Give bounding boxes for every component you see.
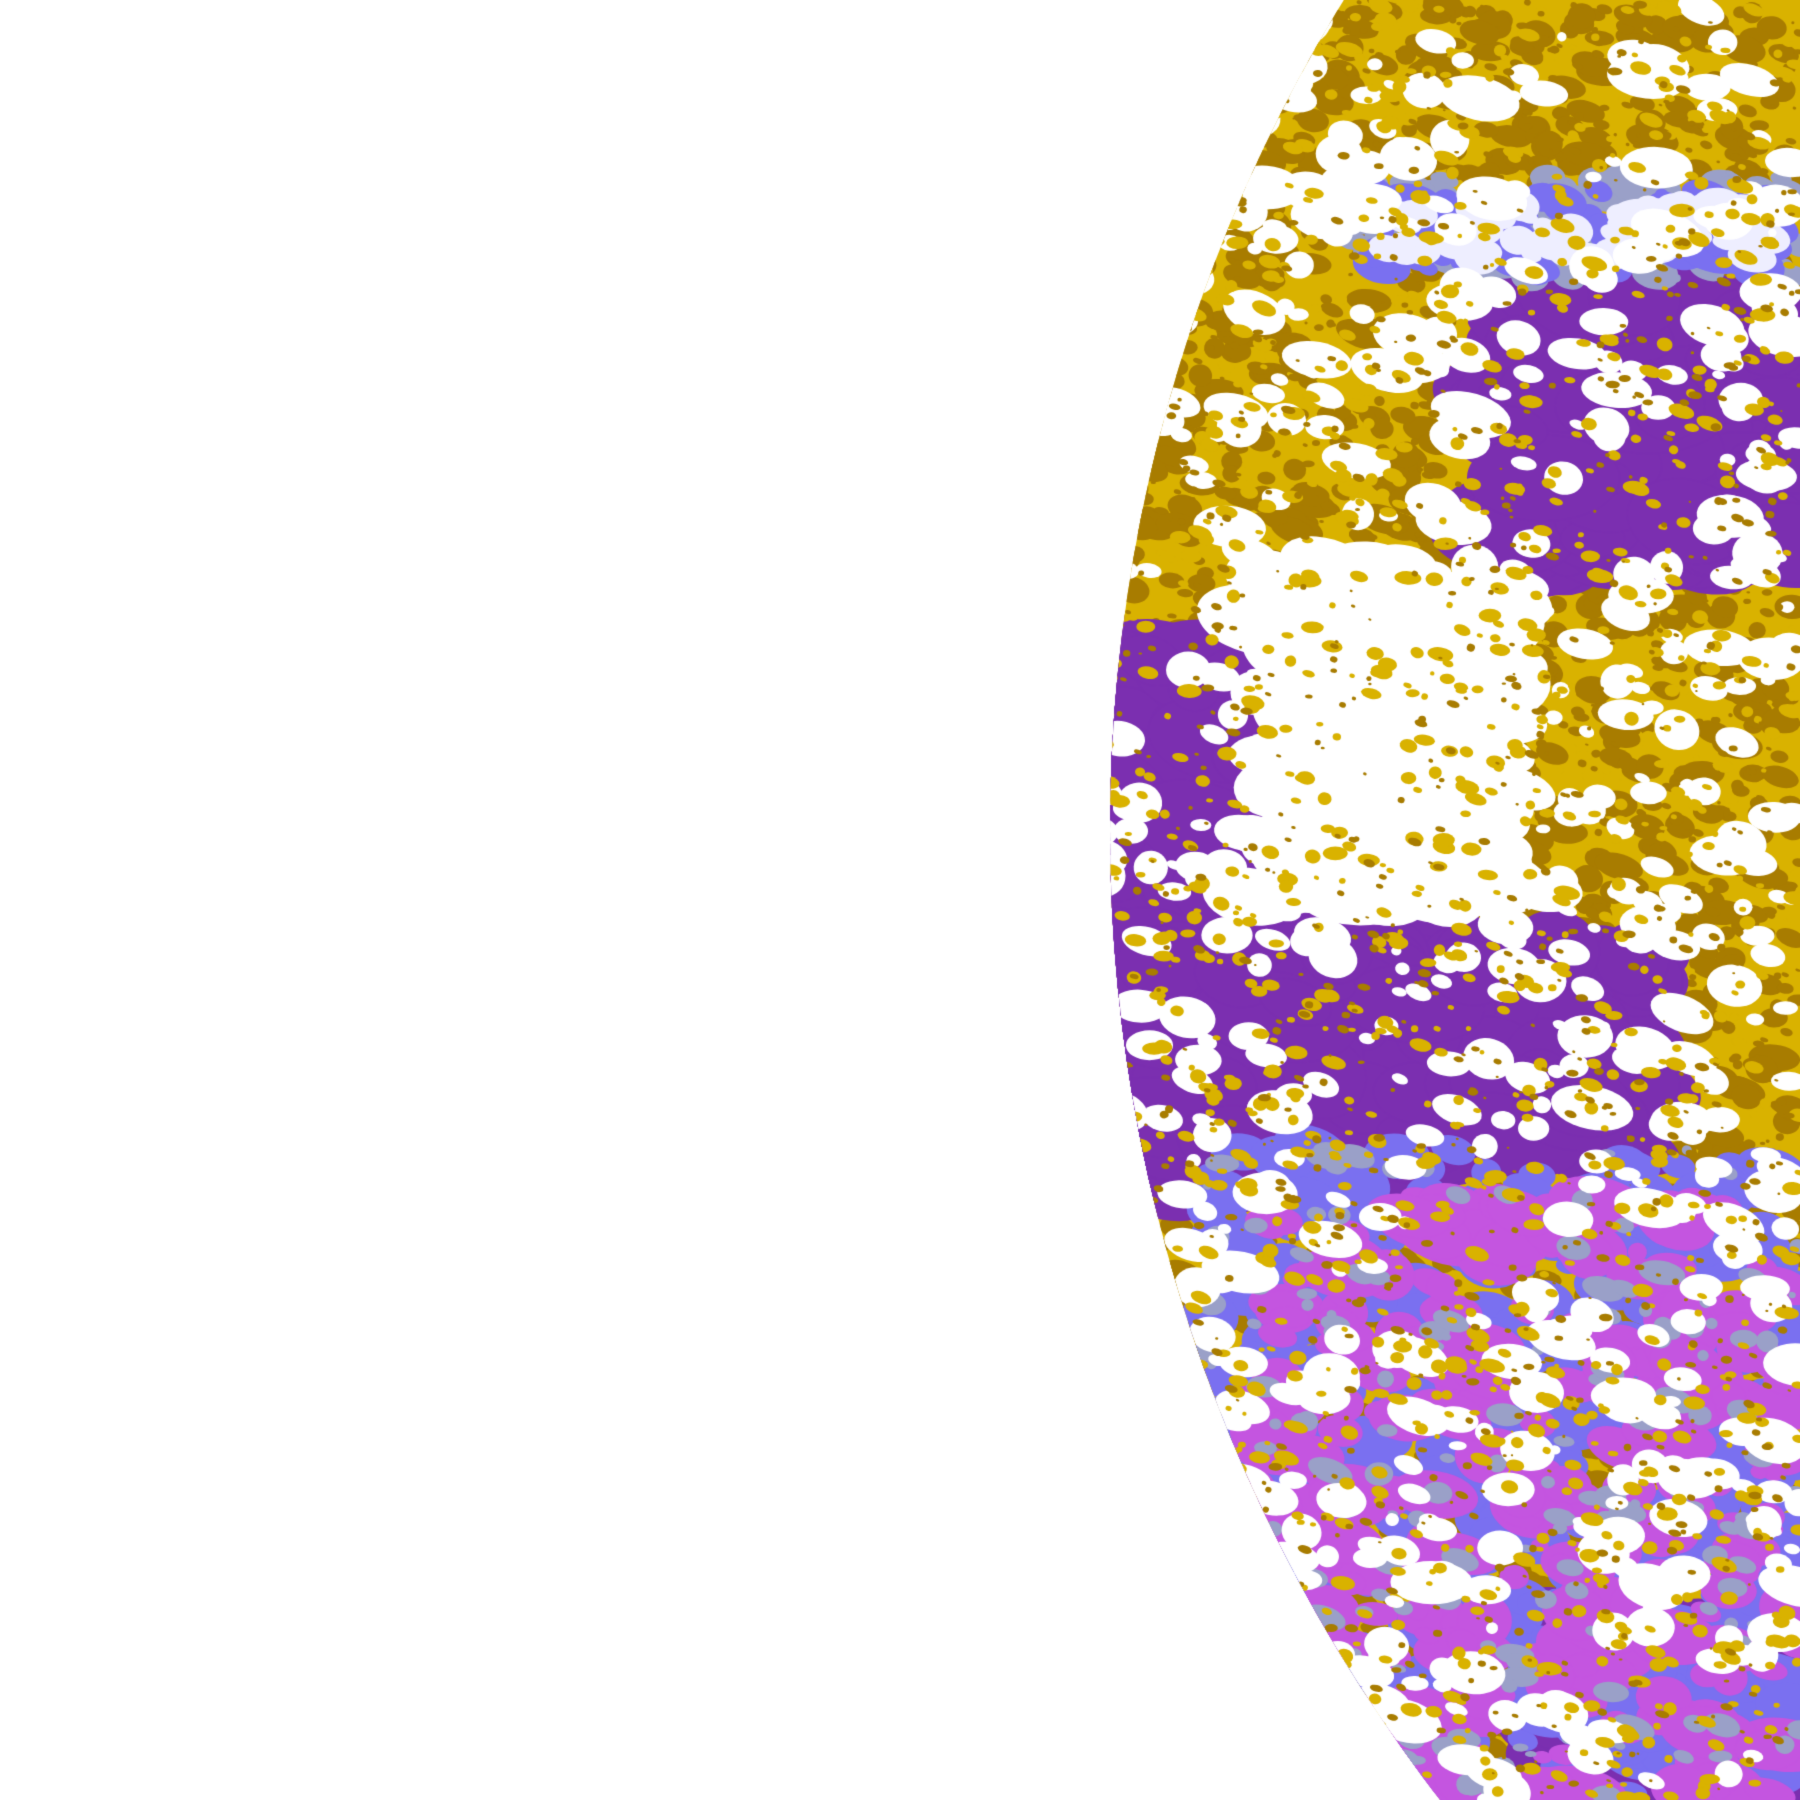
earth-disk-classification-image (0, 0, 1800, 1800)
satellite-map-view (0, 0, 1800, 1800)
